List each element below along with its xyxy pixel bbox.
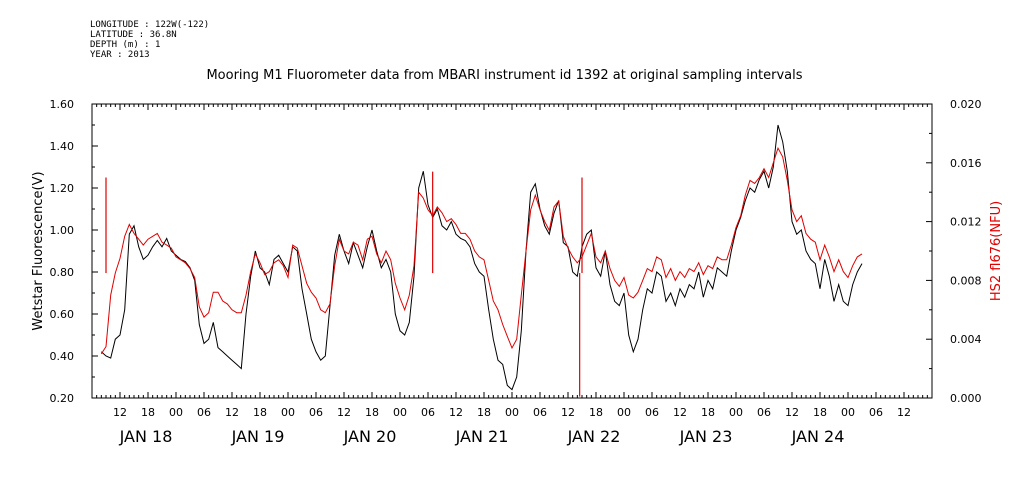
latitude-text: LATITUDE : 36.8N: [90, 30, 177, 40]
y-left-tick-label: 1.60: [50, 98, 75, 111]
x-hour-label: 06: [421, 406, 435, 419]
x-hour-label: 06: [309, 406, 323, 419]
y-right-tick-label: 0.008: [950, 274, 982, 287]
x-hour-label: 12: [113, 406, 127, 419]
y-left-tick-label: 0.40: [50, 350, 75, 363]
series-layer: [100, 124, 863, 397]
depth-text: DEPTH (m) : 1: [90, 40, 161, 50]
x-hour-label: 12: [785, 406, 799, 419]
x-hour-label: 12: [561, 406, 575, 419]
y-right-axis-title: HS2 fl676(NFU): [989, 201, 1004, 301]
x-hour-label: 00: [841, 406, 855, 419]
x-hour-label: 00: [169, 406, 183, 419]
y-left-tick-label: 1.00: [50, 224, 75, 237]
y-right-tick-label: 0.000: [950, 392, 982, 405]
year-text: YEAR : 2013: [90, 50, 150, 60]
y-left-tick-label: 0.80: [50, 266, 75, 279]
y-left-tick-label: 0.60: [50, 308, 75, 321]
x-hour-label: 00: [281, 406, 295, 419]
x-hour-label: 06: [869, 406, 883, 419]
x-hour-label: 12: [897, 406, 911, 419]
x-day-label: JAN 21: [455, 427, 509, 446]
chart-title: Mooring M1 Fluorometer data from MBARI i…: [206, 68, 803, 83]
metadata-block: LONGITUDE : 122W(-122) LATITUDE : 36.8N …: [90, 20, 209, 60]
y-right-tick-label: 0.012: [950, 216, 982, 229]
x-day-label: JAN 23: [679, 427, 733, 446]
x-hour-label: 18: [701, 406, 715, 419]
x-hour-label: 12: [449, 406, 463, 419]
x-hour-label: 06: [197, 406, 211, 419]
y-right-ticks: 0.000 0.004 0.008 0.012 0.016 0.020: [926, 98, 982, 405]
x-hour-label: 18: [813, 406, 827, 419]
x-hour-label: 06: [645, 406, 659, 419]
x-hour-label: 00: [393, 406, 407, 419]
x-hour-label: 06: [533, 406, 547, 419]
x-hour-label: 18: [141, 406, 155, 419]
y-right-tick-label: 0.020: [950, 98, 982, 111]
x-hour-label: 18: [477, 406, 491, 419]
fluorescence-line: [100, 124, 863, 391]
x-hour-label: 00: [617, 406, 631, 419]
y-left-tick-label: 1.20: [50, 182, 75, 195]
x-hour-label: 12: [225, 406, 239, 419]
x-hour-label: 18: [589, 406, 603, 419]
y-right-tick-label: 0.004: [950, 333, 982, 346]
x-day-label: JAN 24: [791, 427, 845, 446]
x-hour-label: 12: [337, 406, 351, 419]
fl676-line: [100, 146, 863, 355]
y-right-tick-label: 0.016: [950, 157, 982, 170]
y-left-axis-title: Wetstar Fluorescence(V): [31, 171, 46, 330]
y-left-ticks: 0.20 0.40 0.60 0.80 1.00 1.20 1.40 1.60: [50, 98, 98, 405]
x-day-label: JAN 22: [567, 427, 621, 446]
x-hour-label: 12: [673, 406, 687, 419]
y-left-tick-label: 1.40: [50, 140, 75, 153]
y-left-tick-label: 0.20: [50, 392, 75, 405]
hour-ticks: [96, 104, 928, 398]
x-hour-label: 18: [253, 406, 267, 419]
x-hour-label: 00: [729, 406, 743, 419]
x-day-label: JAN 19: [231, 427, 285, 446]
x-day-label: JAN 20: [343, 427, 397, 446]
x-hour-label: 00: [505, 406, 519, 419]
x-day-label: JAN 18: [119, 427, 173, 446]
longitude-text: LONGITUDE : 122W(-122): [90, 20, 210, 30]
x-hour-label: 06: [757, 406, 771, 419]
x-axis-labels: 12 18 00 06 12 18 00 06 12 18 00 06 12 18 00 06 12 18 00 06…: [113, 406, 911, 446]
x-hour-label: 18: [365, 406, 379, 419]
